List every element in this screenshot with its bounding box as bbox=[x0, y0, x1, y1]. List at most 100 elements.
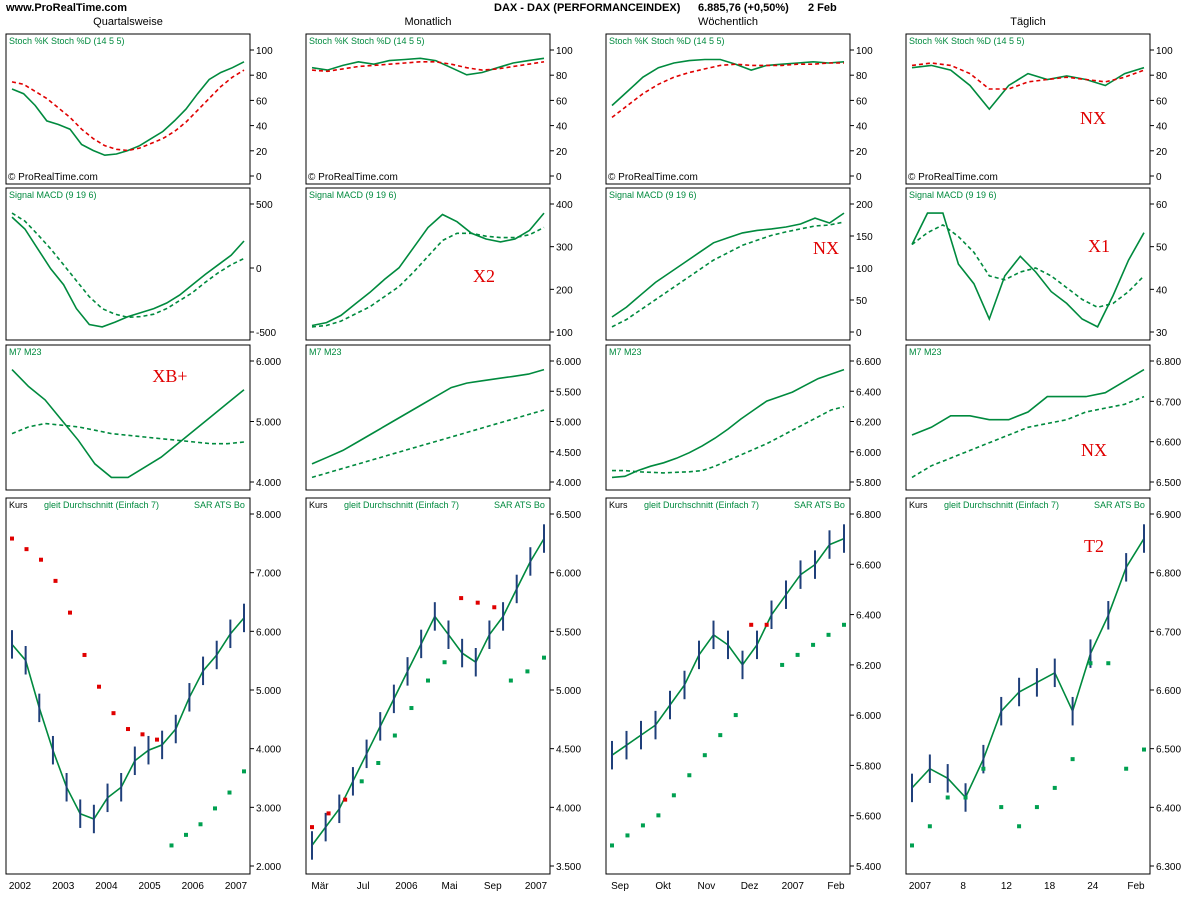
sar-point bbox=[184, 832, 188, 837]
sar-point bbox=[475, 600, 480, 605]
macd-line-r1c2 bbox=[611, 212, 845, 318]
sar-point bbox=[459, 596, 464, 601]
ytick-r2c1-4: 4.000 bbox=[556, 478, 581, 489]
ytick-r2c1-2: 5.000 bbox=[556, 418, 581, 429]
annotation-1: NX bbox=[1080, 108, 1106, 128]
ytick-r3c0-6: 2.000 bbox=[256, 862, 281, 873]
ytick-r0c1-4: 20 bbox=[556, 147, 568, 158]
stoch-k-line-r0c0 bbox=[11, 61, 245, 157]
quote-date: 2 Feb bbox=[808, 2, 837, 14]
panel-frame-r3c2 bbox=[605, 497, 851, 875]
legend-r3c0-0: Kurs bbox=[9, 500, 28, 510]
sar-point bbox=[640, 823, 645, 828]
macd-signal-line-r1c1 bbox=[311, 226, 545, 328]
ytick-r3c0-4: 4.000 bbox=[256, 745, 281, 756]
sar-point bbox=[68, 610, 72, 615]
column-title-weekly: Wöchentlich bbox=[698, 16, 758, 28]
legend-r3c3-1: gleit Durchschnitt (Einfach 7) bbox=[944, 500, 1059, 510]
m7-line-r2c3 bbox=[911, 368, 1145, 436]
ytick-r3c1-0: 6.500 bbox=[556, 510, 581, 521]
legend-r2c2-0: M7 M23 bbox=[609, 347, 642, 357]
xtick-c3-3: 18 bbox=[1044, 881, 1056, 892]
stoch-k-line-r0c2 bbox=[611, 58, 845, 107]
ytick-r2c0-1: 5.000 bbox=[256, 418, 281, 429]
sar-point bbox=[733, 713, 738, 718]
sar-point bbox=[126, 727, 130, 732]
sar-point bbox=[656, 813, 661, 818]
sar-point bbox=[426, 678, 430, 683]
panel-frame-r3c1 bbox=[305, 497, 551, 875]
ytick-r2c3-1: 6.700 bbox=[1156, 397, 1181, 408]
macd-signal-line-r1c3 bbox=[911, 223, 1145, 309]
m7-line-r2c1 bbox=[311, 368, 545, 465]
panel-frame-r0c3 bbox=[905, 33, 1151, 185]
stoch-d-line-r0c3 bbox=[911, 62, 1145, 90]
sar-point bbox=[780, 662, 785, 667]
xtick-c0-0: 2002 bbox=[9, 881, 32, 892]
ytick-r3c0-1: 7.000 bbox=[256, 569, 281, 580]
site-name[interactable]: www.ProRealTime.com bbox=[6, 2, 128, 14]
ytick-r2c0-0: 6.000 bbox=[256, 357, 281, 368]
ytick-r0c1-3: 40 bbox=[556, 122, 568, 133]
ytick-r1c1-2: 200 bbox=[556, 285, 573, 296]
annotation-6: T2 bbox=[1084, 536, 1104, 556]
panel-frame-r2c3 bbox=[905, 344, 1151, 491]
xtick-c0-2: 2004 bbox=[95, 881, 118, 892]
legend-r0c1-0: Stoch %K Stoch %D (14 5 5) bbox=[309, 36, 425, 46]
annotation-0: X2 bbox=[473, 266, 495, 286]
sar-point bbox=[39, 557, 43, 562]
ytick-r3c1-2: 5.500 bbox=[556, 627, 581, 638]
m23-line-r2c1 bbox=[311, 409, 545, 479]
sar-point bbox=[359, 779, 364, 784]
ytick-r0c2-2: 60 bbox=[856, 96, 868, 107]
ytick-r2c3-2: 6.600 bbox=[1156, 438, 1181, 449]
ytick-r3c2-7: 5.400 bbox=[856, 862, 881, 873]
sar-point bbox=[945, 795, 950, 800]
xtick-c2-1: Okt bbox=[655, 881, 671, 892]
column-title-monthly: Monatlich bbox=[404, 16, 452, 28]
ytick-r1c2-3: 50 bbox=[856, 296, 868, 307]
ytick-r0c2-3: 40 bbox=[856, 122, 868, 133]
panel-frame-r3c0 bbox=[5, 497, 251, 875]
legend-r2c0-0: M7 M23 bbox=[9, 347, 42, 357]
sar-point bbox=[795, 652, 800, 657]
xtick-c1-2: 2006 bbox=[395, 881, 418, 892]
panel-frame-r1c2 bbox=[605, 187, 851, 341]
sar-point bbox=[97, 684, 101, 689]
xtick-c2-3: Dez bbox=[741, 881, 759, 892]
sar-point bbox=[542, 655, 546, 660]
legend-r3c3-0: Kurs bbox=[909, 500, 928, 510]
ytick-r1c2-1: 150 bbox=[856, 232, 873, 243]
sar-point bbox=[625, 833, 630, 838]
ytick-r3c0-5: 3.000 bbox=[256, 803, 281, 814]
ytick-r0c2-4: 20 bbox=[856, 147, 868, 158]
ytick-r2c2-2: 6.200 bbox=[856, 418, 881, 429]
ytick-r3c3-5: 6.400 bbox=[1156, 803, 1181, 814]
column-title-quarterly: Quartalsweise bbox=[93, 16, 163, 28]
xtick-c0-4: 2006 bbox=[182, 881, 205, 892]
sar-point bbox=[1142, 747, 1146, 752]
xtick-c0-5: 2007 bbox=[225, 881, 248, 892]
ytick-r0c0-5: 0 bbox=[256, 172, 262, 183]
ytick-r1c1-1: 300 bbox=[556, 243, 573, 254]
xtick-c3-0: 2007 bbox=[909, 881, 932, 892]
xtick-c1-0: Mär bbox=[311, 881, 329, 892]
panel-frame-r2c1 bbox=[305, 344, 551, 491]
ytick-r3c1-3: 5.000 bbox=[556, 686, 581, 697]
ytick-r3c3-0: 6.900 bbox=[1156, 510, 1181, 521]
macd-line-r1c1 bbox=[311, 212, 545, 327]
ytick-r2c3-3: 6.500 bbox=[1156, 478, 1181, 489]
m7-line-r2c2 bbox=[611, 368, 845, 479]
panel-frame-r0c0 bbox=[5, 33, 251, 185]
ytick-r1c0-1: 0 bbox=[256, 264, 262, 275]
ytick-r3c2-2: 6.400 bbox=[856, 611, 881, 622]
ytick-r1c0-0: 500 bbox=[256, 200, 273, 211]
sar-point bbox=[749, 622, 754, 627]
sar-point bbox=[963, 795, 968, 800]
legend-r1c3-0: Signal MACD (9 19 6) bbox=[909, 190, 997, 200]
panel-frame-r3c3 bbox=[905, 497, 1151, 875]
sar-point bbox=[326, 811, 331, 816]
xtick-c1-4: Sep bbox=[484, 881, 502, 892]
legend-r0c3-0: Stoch %K Stoch %D (14 5 5) bbox=[909, 36, 1025, 46]
ytick-r0c3-3: 40 bbox=[1156, 122, 1168, 133]
